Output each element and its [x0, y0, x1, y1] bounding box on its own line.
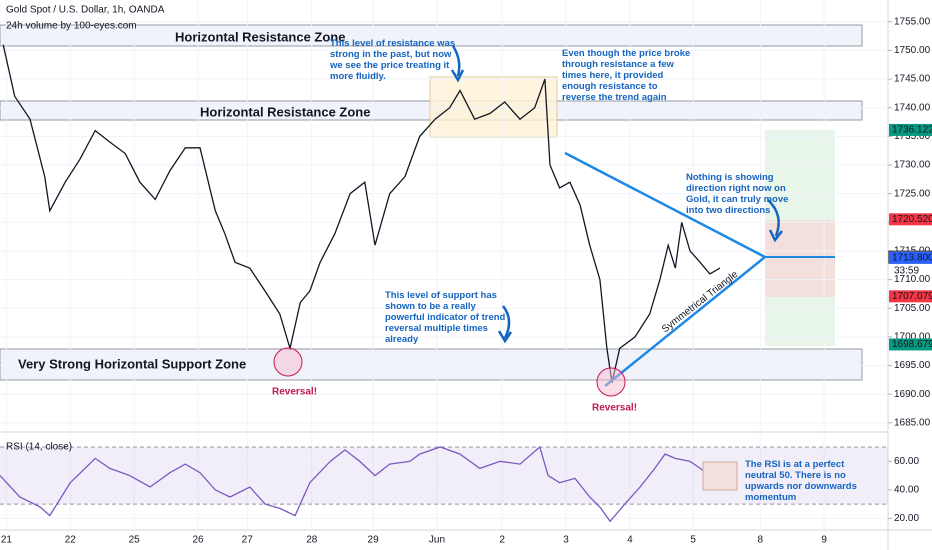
- triangle-line: [604, 256, 766, 387]
- x-tick-label: 27: [242, 535, 254, 546]
- x-tick-label: Jun: [429, 535, 445, 546]
- reversal-circle: [273, 347, 303, 377]
- annotation-line: already: [385, 334, 419, 345]
- series-line: [2, 44, 721, 383]
- rsi-title: RSI (14, close): [6, 442, 72, 453]
- annotation-line: shown to be a really: [385, 301, 477, 312]
- annotation-line: This level of resistance was: [330, 38, 455, 49]
- annotation-line: powerful indicator of trend: [385, 312, 506, 323]
- annotation: This level of resistance was strong in th…: [329, 38, 455, 82]
- x-tick-label: 28: [306, 535, 318, 546]
- reversal-label: Reversal!: [272, 387, 317, 398]
- series-line: [0, 445, 721, 523]
- annotation: The RSI is at a perfect neutral 50. There…: [745, 459, 857, 503]
- zone: [0, 348, 863, 381]
- x-tick-label: 21: [1, 535, 13, 546]
- annotation: Nothing is showing direction right now on…: [686, 172, 788, 216]
- price-label-bg: [889, 338, 932, 351]
- annotation-line: neutral 50. There is no: [745, 470, 846, 481]
- price-label: 1698.679: [892, 339, 932, 350]
- annotation-line: The RSI is at a perfect: [745, 459, 845, 470]
- annotation-line: This level of support has: [385, 290, 497, 301]
- x-tick-label: 8: [757, 535, 763, 546]
- price-label-bg: [889, 123, 932, 136]
- arrow: [767, 199, 780, 237]
- x-tick-label: 5: [690, 535, 696, 546]
- annotation-line: Nothing is showing: [686, 172, 774, 183]
- annotation-line: strong in the past, but now: [330, 49, 452, 60]
- annotation-line: times here, it provided: [562, 70, 664, 81]
- y-tick-label: 1710.00: [894, 274, 931, 285]
- price-label-bg: [889, 251, 932, 264]
- y-tick-label: 1735.00: [894, 131, 931, 142]
- annotation-line: through resistance a few: [562, 59, 675, 70]
- y-tick-label: 1695.00: [894, 360, 931, 371]
- price-label-bg: [889, 290, 932, 303]
- zone-label: Horizontal Resistance Zone: [200, 104, 370, 119]
- y-tick-label: 1685.00: [894, 417, 931, 428]
- annotation-line: we see the price treating it: [329, 60, 450, 71]
- y-tick-label: 1725.00: [894, 188, 931, 199]
- annotation-line: reverse the trend again: [562, 92, 667, 103]
- zone-label: Horizontal Resistance Zone: [175, 29, 345, 44]
- price-label-bg: [889, 213, 932, 226]
- x-tick-label: 29: [368, 535, 380, 546]
- price-label: 1736.122: [892, 125, 932, 136]
- y-tick-label: 20.00: [894, 513, 919, 524]
- x-tick-label: 4: [627, 535, 633, 546]
- annotation-line: Gold, it can truly move: [686, 194, 788, 205]
- reversal-label: Reversal!: [592, 403, 637, 414]
- pattern-label: Symmetrical Triangle: [660, 269, 741, 335]
- x-tick-label: 22: [65, 535, 77, 546]
- subtitle: 24h volume by 100-eyes.com: [6, 21, 137, 32]
- x-tick-label: 2: [499, 535, 505, 546]
- zone-label: Very Strong Horizontal Support Zone: [18, 356, 246, 371]
- target-zone: [765, 130, 835, 220]
- x-tick-label: 26: [192, 535, 204, 546]
- y-tick-label: 60.00: [894, 456, 919, 467]
- annotation-line: more fluidly.: [330, 71, 386, 82]
- highlight-box: [429, 76, 558, 138]
- title: Gold Spot / U.S. Dollar, 1h, OANDA: [6, 5, 165, 16]
- reversal-circle: [596, 367, 626, 397]
- price-label: 1720.520: [892, 214, 932, 225]
- annotation-line: momentum: [745, 492, 796, 503]
- annotation-line: reversal multiple times: [385, 323, 488, 334]
- arrow: [497, 330, 513, 344]
- price-label: 1707.079: [892, 291, 932, 302]
- y-tick-label: 1750.00: [894, 45, 931, 56]
- y-tick-label: 1745.00: [894, 74, 931, 85]
- stop-zone: [765, 297, 835, 346]
- annotation: This level of support has shown to be a r…: [385, 290, 506, 345]
- y-tick-label: 40.00: [894, 484, 919, 495]
- annotation-line: Even though the price broke: [562, 48, 690, 59]
- annotation: Even though the price broke through resis…: [562, 48, 690, 103]
- arrow: [501, 305, 511, 339]
- annotation-line: direction right now on: [686, 183, 786, 194]
- triangle-line: [564, 151, 766, 259]
- arrow: [450, 69, 465, 83]
- y-tick-label: 1730.00: [894, 160, 931, 171]
- x-tick-label: 9: [821, 535, 827, 546]
- y-tick-label: 1700.00: [894, 332, 931, 343]
- rsi-highlight: [702, 461, 738, 491]
- y-tick-label: 1705.00: [894, 303, 931, 314]
- rsi-band: [0, 447, 888, 505]
- annotation-line: into two directions: [686, 205, 770, 216]
- zone: [0, 24, 863, 47]
- arrow: [451, 45, 461, 77]
- x-tick-label: 3: [563, 535, 569, 546]
- y-tick-label: 1690.00: [894, 389, 931, 400]
- price-label: 1713.800: [892, 252, 932, 263]
- countdown: 33:59: [894, 265, 919, 276]
- arrow: [768, 229, 783, 243]
- annotation-line: upwards nor downwards: [745, 481, 857, 492]
- annotation-line: enough resistance to: [562, 81, 658, 92]
- y-tick-label: 1740.00: [894, 102, 931, 113]
- y-tick-label: 1755.00: [894, 16, 931, 27]
- x-tick-label: 25: [129, 535, 141, 546]
